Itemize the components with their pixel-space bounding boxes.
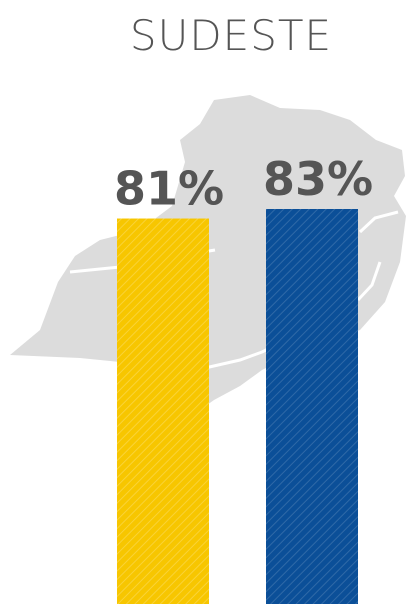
chart-title: SUDESTE [130,11,332,60]
bar [266,209,358,604]
value-label: 83% [263,152,373,206]
bar [117,218,209,604]
value-label: 81% [114,162,224,216]
